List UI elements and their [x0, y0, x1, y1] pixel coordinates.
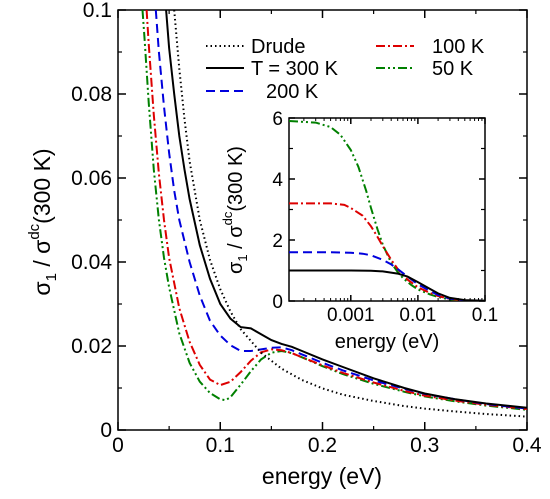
main-x-tick-label: 0 [112, 434, 124, 457]
legend-label-100k: 100 K [432, 36, 485, 58]
inset-series-t-300-k-line [289, 269, 485, 301]
svg-text:σ1 / σdc(300 K): σ1 / σdc(300 K) [220, 146, 250, 274]
inset-x-tick-label: 0.001 [327, 305, 375, 326]
inset-plot-frame [288, 117, 486, 302]
main-ylabel-sup: dc [26, 223, 43, 239]
main-x-tick-label: 0.3 [410, 434, 439, 457]
legend-label-50k: 50 K [432, 58, 474, 80]
inset-series-100-k-line [289, 202, 485, 301]
main-y-axis-label: σ1 / σdc(300 K) [26, 148, 60, 295]
main-x-tick-label: 0.4 [512, 434, 542, 457]
main-series-drude-line [173, 10, 527, 418]
inset-ylabel-slash: / σ [225, 225, 247, 255]
main-series-50-k-line [141, 10, 527, 411]
main-y-tick-label: 0.06 [71, 167, 112, 190]
main-ylabel-paren: (300 K) [29, 148, 55, 223]
legend-label-200k: 200 K [266, 81, 319, 103]
main-x-axis-label: energy (eV) [262, 463, 382, 489]
legend: Drude T = 300 K 200 K 100 K 50 K [206, 36, 485, 103]
inset-x-tick-label: 0.01 [399, 305, 436, 326]
inset-y-tick-label: 0 [272, 292, 283, 313]
main-series-100-k-line [145, 10, 527, 410]
main-y-tick-label: 0.04 [71, 251, 112, 274]
main-ticks-group: 0 0.1 0.2 0.3 0.4 0 0.02 0.04 0.06 0.08 0.1 [71, 0, 542, 457]
inset-x-tick-label: 0.1 [472, 305, 498, 326]
legend-label-300k: T = 300 K [251, 58, 339, 80]
inset-ylabel-paren: (300 K) [225, 146, 247, 212]
inset-y-axis-label: σ1 / σdc(300 K) [220, 146, 250, 274]
main-series-t-300-k-line [165, 10, 527, 409]
main-y-tick-label: 0.1 [83, 0, 112, 22]
svg-text:σ1 / σdc(300 K): σ1 / σdc(300 K) [26, 148, 60, 295]
main-ylabel-sub: 1 [43, 273, 60, 281]
main-x-tick-label: 0.1 [206, 434, 235, 457]
inset-ylabel-sub: 1 [235, 254, 250, 261]
main-y-tick-label: 0.08 [71, 83, 112, 106]
main-series-group [141, 10, 527, 418]
inset-y-tick-label: 2 [272, 231, 283, 252]
inset-ylabel-sigma: σ [225, 261, 247, 274]
inset-ylabel-sup: dc [220, 211, 235, 225]
inset-x-axis-label: energy (eV) [335, 331, 440, 353]
main-ylabel-slash: / σ [29, 240, 55, 273]
legend-label-drude: Drude [251, 36, 305, 58]
main-ylabel-sigma: σ [29, 281, 55, 295]
main-x-tick-label: 0.2 [308, 434, 337, 457]
inset-y-tick-label: 4 [272, 170, 283, 191]
main-y-tick-label: 0.02 [71, 335, 112, 358]
inset-y-tick-label: 6 [272, 109, 283, 130]
inset-series-group [289, 120, 485, 301]
main-y-tick-label: 0 [100, 419, 112, 442]
inset-ticks-group: 0.001 0.01 0.1 0 2 4 6 [272, 109, 498, 326]
